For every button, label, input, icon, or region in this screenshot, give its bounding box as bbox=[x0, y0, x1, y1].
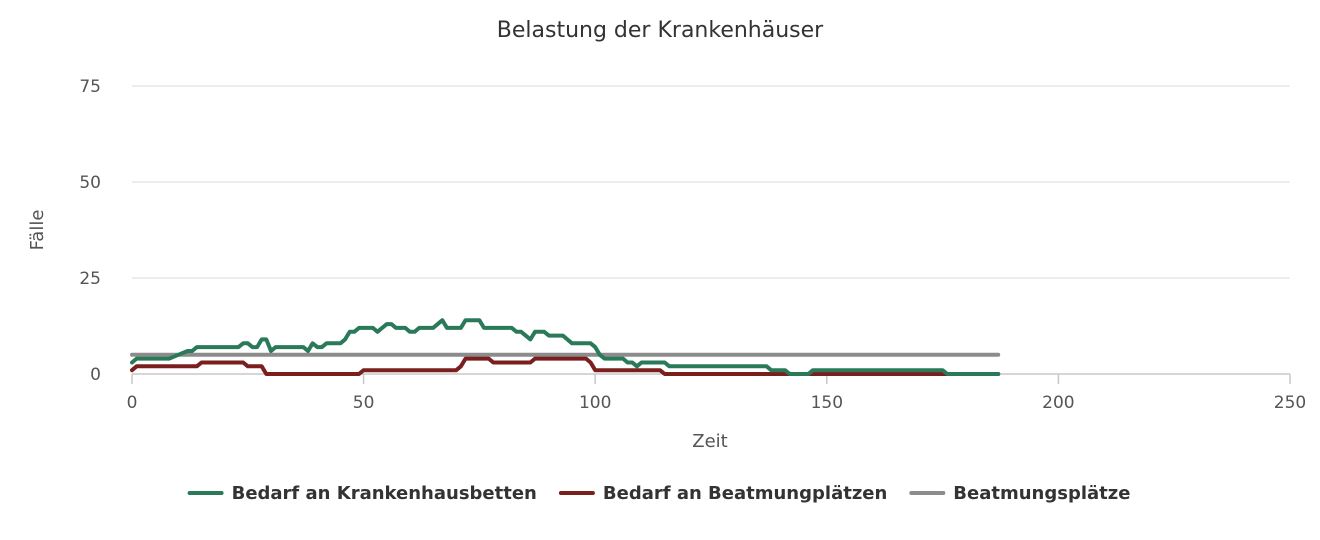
series-line-1[interactable] bbox=[130, 356, 1001, 376]
gridlines bbox=[132, 85, 1290, 279]
y-tick-label: 50 bbox=[79, 173, 101, 193]
y-tick-label: 25 bbox=[79, 269, 101, 289]
legend-item-2[interactable]: Beatmungsplätze bbox=[909, 483, 1130, 504]
legend-item-1[interactable]: Bedarf an Beatmungplätzen bbox=[558, 483, 887, 504]
legend-item-0[interactable]: Bedarf an Krankenhausbetten bbox=[187, 483, 537, 504]
series-lines bbox=[130, 318, 1001, 376]
series-line-0[interactable] bbox=[130, 318, 1001, 376]
legend: Bedarf an Krankenhausbetten Bedarf an Bea… bbox=[187, 483, 1130, 504]
y-tick-label: 0 bbox=[90, 365, 101, 385]
y-tick-label: 75 bbox=[79, 77, 101, 97]
legend-label: Bedarf an Krankenhausbetten bbox=[232, 483, 537, 504]
x-axis-title: Zeit bbox=[692, 431, 727, 452]
x-tick-label: 0 bbox=[127, 393, 138, 413]
y-axis-title: Fälle bbox=[27, 210, 48, 251]
axes: 0 25 50 75 0 50 100 150 200 250 bbox=[79, 77, 1306, 413]
x-tick-label: 50 bbox=[353, 393, 375, 413]
x-tick-label: 100 bbox=[579, 393, 611, 413]
x-tick-label: 250 bbox=[1274, 393, 1306, 413]
chart-title: Belastung der Krankenhäuser bbox=[497, 18, 824, 43]
legend-label: Bedarf an Beatmungplätzen bbox=[603, 483, 887, 504]
x-tick-label: 150 bbox=[811, 393, 843, 413]
x-tick-label: 200 bbox=[1042, 393, 1074, 413]
legend-label: Beatmungsplätze bbox=[953, 483, 1130, 504]
